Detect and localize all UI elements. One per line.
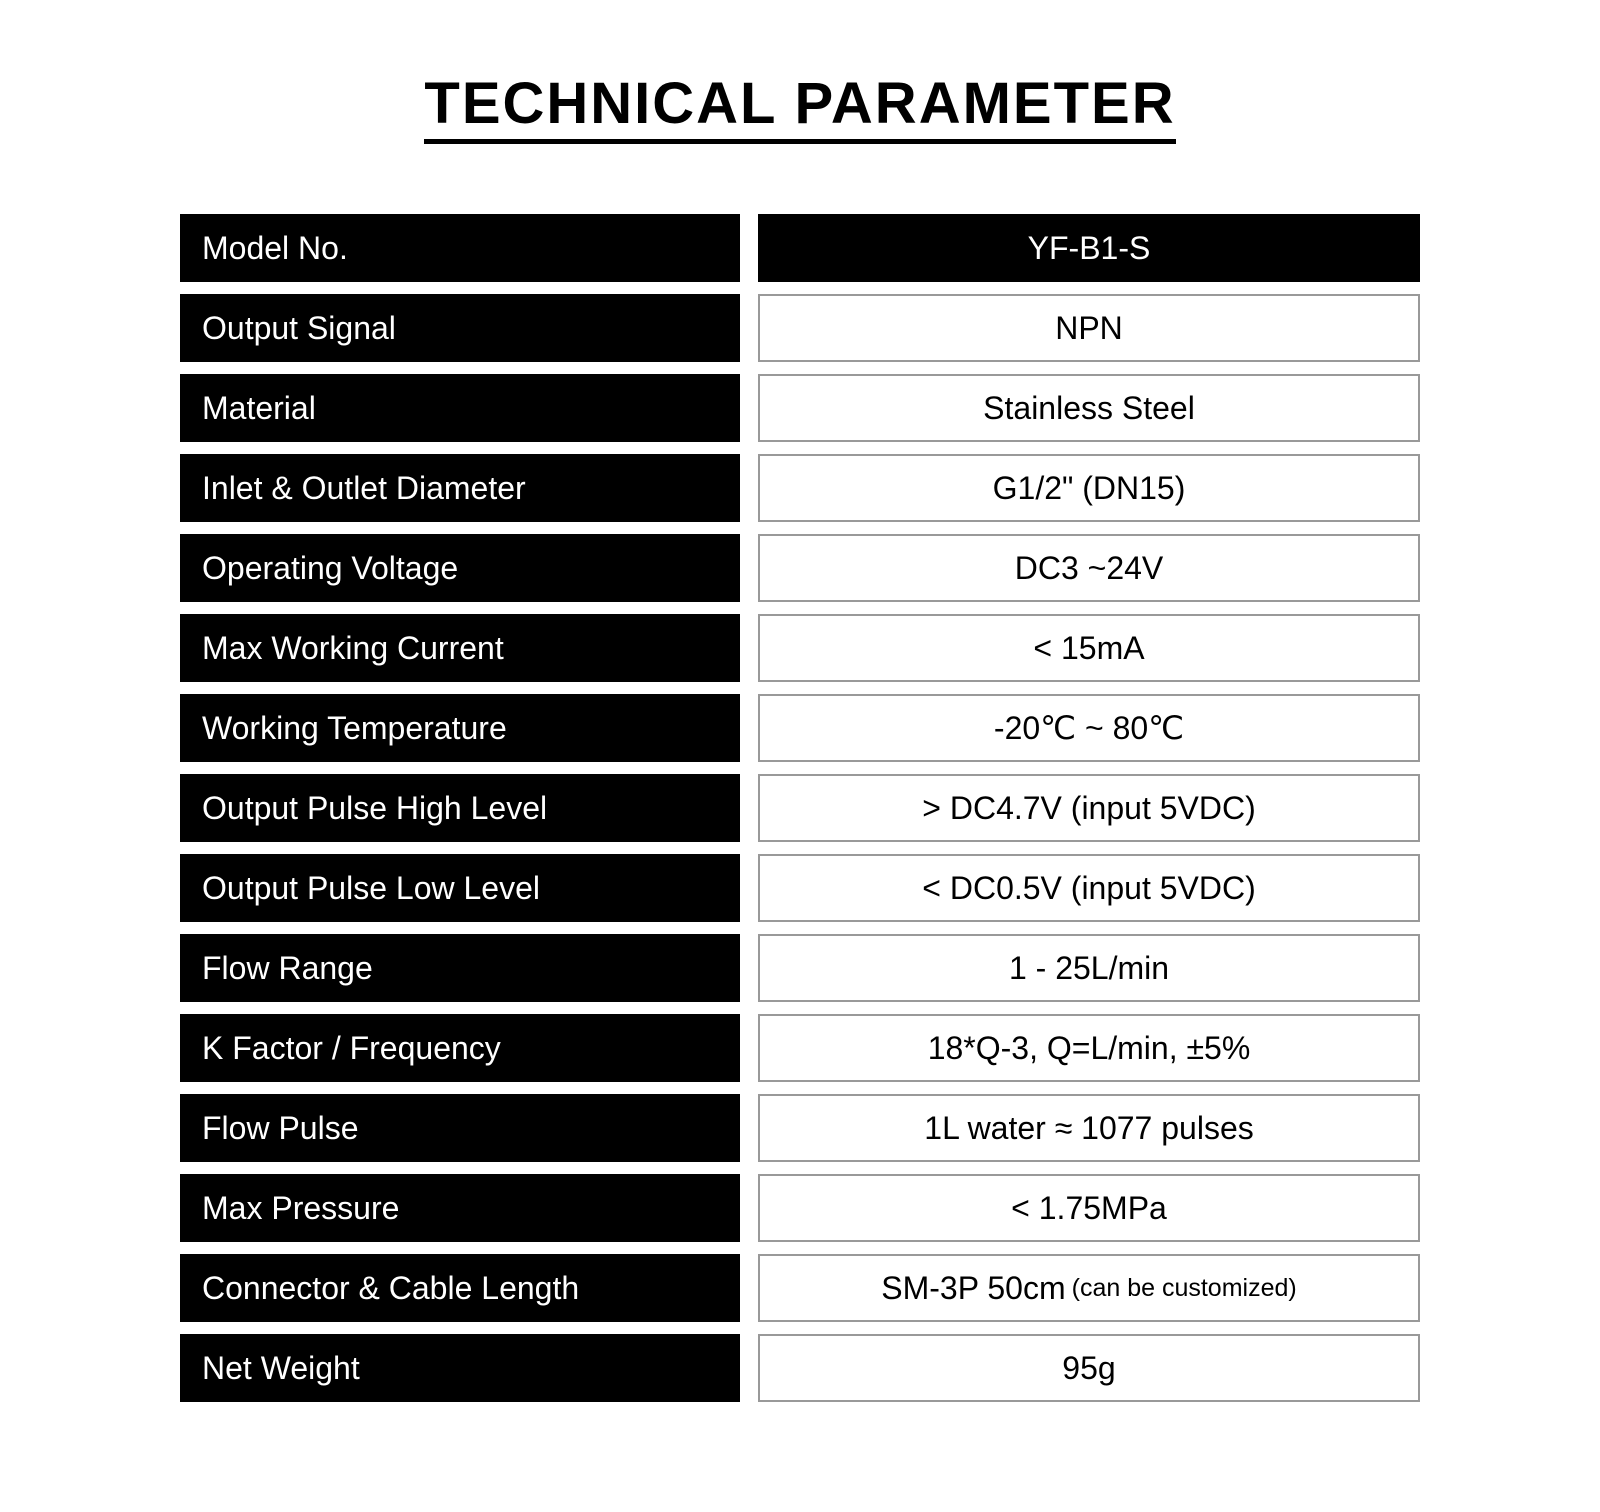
table-row: Max Pressure < 1.75MPa: [180, 1174, 1420, 1242]
parameter-label: Max Working Current: [180, 614, 740, 682]
page-container: TECHNICAL PARAMETER Model No. YF-B1-S Outp…: [0, 70, 1600, 1402]
parameter-value: 18*Q-3, Q=L/min, ±5%: [758, 1014, 1420, 1082]
parameter-label: Output Signal: [180, 294, 740, 362]
table-row: Connector & Cable Length SM-3P 50cm(can b…: [180, 1254, 1420, 1322]
table-row: Flow Range 1 - 25L/min: [180, 934, 1420, 1002]
parameter-value-text: < 1.75MPa: [1011, 1190, 1167, 1227]
table-row: Model No. YF-B1-S: [180, 214, 1420, 282]
page-title: TECHNICAL PARAMETER: [424, 70, 1175, 144]
parameter-table: Model No. YF-B1-S Output Signal NPN Material…: [180, 214, 1420, 1402]
parameter-label: Flow Pulse: [180, 1094, 740, 1162]
parameter-label: Operating Voltage: [180, 534, 740, 602]
parameter-value: 1L water ≈ 1077 pulses: [758, 1094, 1420, 1162]
parameter-label: Model No.: [180, 214, 740, 282]
parameter-value-text: Stainless Steel: [983, 390, 1195, 427]
parameter-value: Stainless Steel: [758, 374, 1420, 442]
parameter-value: YF-B1-S: [758, 214, 1420, 282]
parameter-label: Output Pulse High Level: [180, 774, 740, 842]
parameter-label: K Factor / Frequency: [180, 1014, 740, 1082]
table-row: Output Signal NPN: [180, 294, 1420, 362]
parameter-value-text: < 15mA: [1033, 630, 1144, 667]
parameter-value-text: YF-B1-S: [1028, 230, 1151, 267]
parameter-value: SM-3P 50cm(can be customized): [758, 1254, 1420, 1322]
parameter-label: Material: [180, 374, 740, 442]
table-row: Material Stainless Steel: [180, 374, 1420, 442]
table-row: Output Pulse High Level > DC4.7V (input 5…: [180, 774, 1420, 842]
parameter-value: < 1.75MPa: [758, 1174, 1420, 1242]
table-row: Flow Pulse 1L water ≈ 1077 pulses: [180, 1094, 1420, 1162]
parameter-value: NPN: [758, 294, 1420, 362]
parameter-value-text: 1L water ≈ 1077 pulses: [924, 1110, 1253, 1147]
table-row: Inlet & Outlet Diameter G1/2" (DN15): [180, 454, 1420, 522]
parameter-value: > DC4.7V (input 5VDC): [758, 774, 1420, 842]
parameter-value-text: < DC0.5V (input 5VDC): [922, 870, 1255, 907]
parameter-value-text: -20℃ ~ 80℃: [994, 709, 1184, 747]
parameter-value: G1/2" (DN15): [758, 454, 1420, 522]
parameter-label: Max Pressure: [180, 1174, 740, 1242]
parameter-value-text: G1/2" (DN15): [993, 470, 1186, 507]
parameter-value-text: 95g: [1062, 1350, 1115, 1387]
parameter-value-text: DC3 ~24V: [1015, 550, 1164, 587]
parameter-value: 95g: [758, 1334, 1420, 1402]
table-row: Output Pulse Low Level < DC0.5V (input 5V…: [180, 854, 1420, 922]
table-row: Max Working Current < 15mA: [180, 614, 1420, 682]
table-row: K Factor / Frequency 18*Q-3, Q=L/min, ±5%: [180, 1014, 1420, 1082]
parameter-value: DC3 ~24V: [758, 534, 1420, 602]
parameter-label: Inlet & Outlet Diameter: [180, 454, 740, 522]
parameter-value-text: 18*Q-3, Q=L/min, ±5%: [928, 1030, 1251, 1067]
parameter-label: Connector & Cable Length: [180, 1254, 740, 1322]
parameter-label: Working Temperature: [180, 694, 740, 762]
parameter-value-text: NPN: [1055, 310, 1123, 347]
parameter-label: Net Weight: [180, 1334, 740, 1402]
parameter-value-text: > DC4.7V (input 5VDC): [922, 790, 1255, 827]
table-row: Working Temperature -20℃ ~ 80℃: [180, 694, 1420, 762]
parameter-value: 1 - 25L/min: [758, 934, 1420, 1002]
parameter-label: Output Pulse Low Level: [180, 854, 740, 922]
parameter-value-note: (can be customized): [1072, 1274, 1297, 1303]
parameter-value: -20℃ ~ 80℃: [758, 694, 1420, 762]
parameter-value: < DC0.5V (input 5VDC): [758, 854, 1420, 922]
parameter-value: < 15mA: [758, 614, 1420, 682]
table-row: Net Weight 95g: [180, 1334, 1420, 1402]
parameter-value-text: 1 - 25L/min: [1009, 950, 1169, 987]
parameter-label: Flow Range: [180, 934, 740, 1002]
parameter-value-text: SM-3P 50cm: [881, 1270, 1065, 1307]
table-row: Operating Voltage DC3 ~24V: [180, 534, 1420, 602]
